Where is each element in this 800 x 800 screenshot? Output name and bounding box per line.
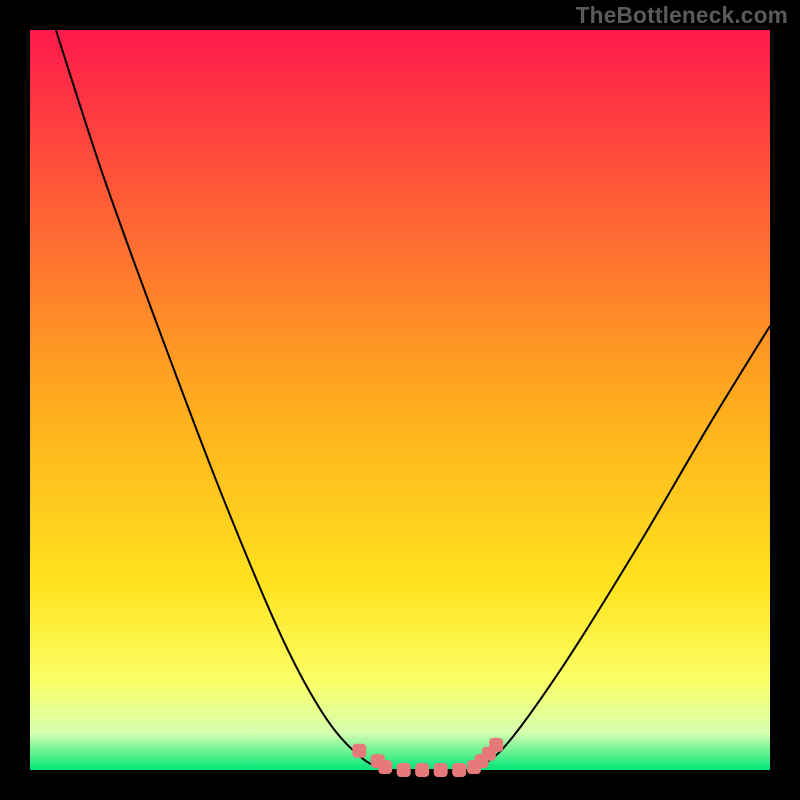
chart-frame: TheBottleneck.com: [0, 0, 800, 800]
valley-marker: [378, 760, 392, 774]
watermark-text: TheBottleneck.com: [576, 2, 788, 29]
valley-marker: [434, 763, 448, 777]
valley-marker: [352, 744, 366, 758]
valley-marker: [489, 738, 503, 752]
valley-marker: [452, 763, 466, 777]
plot-area: [30, 30, 770, 770]
valley-marker: [415, 763, 429, 777]
valley-marker: [397, 763, 411, 777]
valley-markers: [352, 738, 503, 777]
chart-svg: [30, 30, 770, 770]
bottleneck-curve: [56, 30, 770, 772]
